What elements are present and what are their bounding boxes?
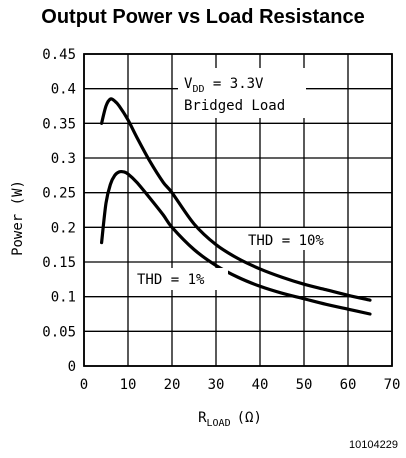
- x-tick-label-2: 20: [164, 377, 181, 393]
- y-tick-label-7: 0.35: [42, 116, 76, 132]
- y-tick-labels: 0 0.05 0.1 0.15 0.2 0.25 0.3 0.35 0.4 0.45: [42, 47, 76, 375]
- load-annotation: Bridged Load: [184, 98, 285, 114]
- thd1-label-bg: [134, 268, 228, 290]
- vdd-annotation: VDD = 3.3V: [184, 76, 264, 95]
- y-tick-label-4: 0.2: [51, 220, 76, 236]
- y-tick-label-2: 0.1: [51, 290, 76, 306]
- series-label-thd10: THD = 10%: [248, 233, 324, 249]
- thd10-label-bg: [244, 228, 344, 250]
- x-tick-label-0: 0: [80, 377, 88, 393]
- y-axis-label: Power (W): [10, 180, 26, 256]
- x-axis-label: RLOAD (Ω): [198, 410, 262, 429]
- y-tick-label-3: 0.15: [42, 255, 76, 271]
- series-line-0: [100, 97, 372, 302]
- y-tick-label-9: 0.45: [42, 47, 76, 63]
- series-label-thd1: THD = 1%: [137, 272, 205, 288]
- y-tick-label-0: 0: [68, 359, 76, 375]
- y-tick-label-5: 0.25: [42, 186, 76, 202]
- x-tick-label-1: 10: [120, 377, 137, 393]
- x-tick-labels: 0 10 20 30 40 50 60 70: [80, 377, 401, 393]
- series-line-1: [100, 169, 372, 316]
- x-tick-label-3: 30: [208, 377, 225, 393]
- x-tick-label-5: 50: [296, 377, 313, 393]
- series-lines: [100, 97, 372, 316]
- x-tick-label-7: 70: [384, 377, 401, 393]
- figure-id: 10104229: [349, 439, 398, 451]
- chart-title: Output Power vs Load Resistance: [41, 6, 364, 28]
- annotation-box: [178, 68, 306, 118]
- y-tick-label-1: 0.05: [42, 324, 76, 340]
- x-tick-label-4: 40: [252, 377, 269, 393]
- y-tick-label-6: 0.3: [51, 151, 76, 167]
- y-tick-label-8: 0.4: [51, 82, 76, 98]
- x-tick-label-6: 60: [340, 377, 357, 393]
- plot-frame: [83, 53, 393, 367]
